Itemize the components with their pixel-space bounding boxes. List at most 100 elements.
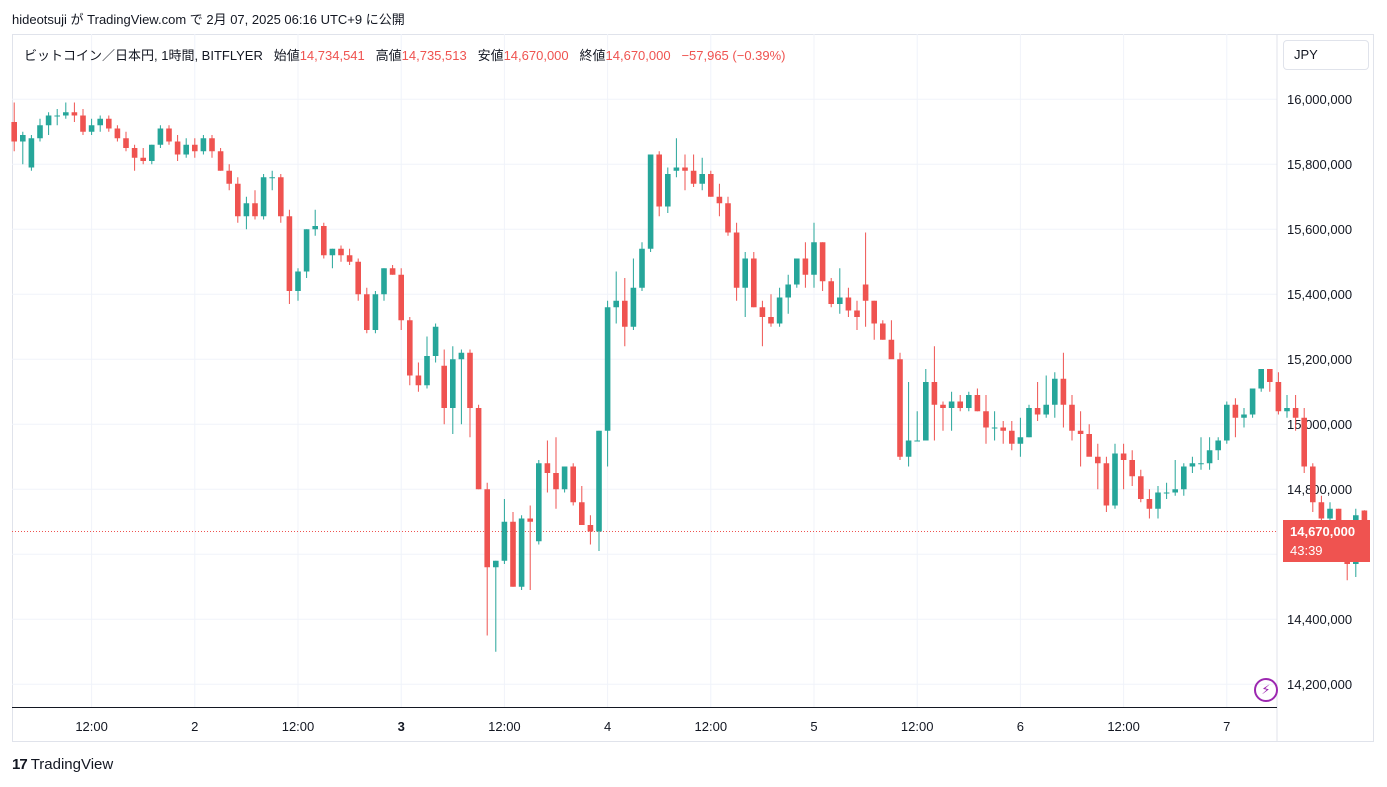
candle-body (1052, 378, 1058, 405)
candle (1138, 469, 1144, 503)
currency-selector[interactable]: JPY (1283, 40, 1369, 70)
candle-body (1327, 508, 1333, 519)
candle (862, 232, 869, 327)
x-tick-label: 12:00 (1107, 719, 1140, 734)
candle-body (1232, 404, 1239, 418)
candle-body (424, 356, 430, 386)
candle-body (278, 177, 284, 217)
candle-body (604, 307, 611, 431)
candle-body (97, 118, 103, 126)
candle (768, 294, 774, 327)
candle (983, 395, 989, 444)
candle (1155, 486, 1161, 519)
chart-frame[interactable] (12, 34, 1374, 742)
y-tick-label: 15,600,000 (1287, 222, 1352, 237)
candle-body (123, 138, 129, 148)
candle (217, 148, 224, 171)
candle-body (1060, 378, 1067, 405)
tradingview-logo[interactable]: 17 TradingView (12, 756, 113, 773)
candle (475, 404, 482, 490)
last-price-tag: 14,670,000 43:39 (1283, 520, 1370, 562)
candle-body (157, 128, 164, 145)
candle-body (931, 382, 938, 405)
candle (364, 287, 370, 334)
candle (1086, 424, 1092, 457)
candle (398, 268, 404, 330)
candle-body (1069, 404, 1075, 431)
candle (346, 248, 353, 265)
candle-body (1034, 408, 1041, 415)
candle-body (235, 183, 241, 217)
candle-body (510, 521, 516, 587)
candle-body (381, 268, 387, 295)
candle (1275, 372, 1282, 415)
candle (389, 265, 396, 275)
candle-body (372, 294, 379, 330)
candle-body (149, 144, 155, 161)
candle (1052, 372, 1058, 418)
candle (501, 499, 508, 564)
candle-body (1138, 476, 1144, 499)
candle (570, 463, 576, 506)
x-tick-label: 3 (398, 719, 405, 734)
candle (1249, 388, 1256, 418)
candle-body (501, 521, 508, 561)
candle (183, 138, 189, 158)
candle-body (768, 317, 774, 324)
candle-body (450, 359, 456, 408)
candle-body (536, 463, 542, 542)
candle-body (131, 148, 138, 158)
candle-body (751, 258, 757, 308)
candle-body (1103, 463, 1110, 506)
candle (966, 391, 972, 412)
candle-body (1017, 437, 1024, 444)
candle-body (699, 174, 705, 184)
candle-body (1181, 466, 1187, 490)
candle-body (1267, 369, 1273, 382)
candle (553, 437, 559, 509)
candle (828, 278, 834, 308)
last-price-value: 14,670,000 (1290, 524, 1356, 539)
candle-body (1155, 492, 1161, 509)
candle (106, 115, 112, 132)
candle (802, 242, 809, 288)
candle (303, 229, 310, 278)
x-tick-label: 4 (604, 719, 611, 734)
candle (467, 349, 473, 438)
candle-body (622, 300, 628, 327)
candle-body (458, 352, 465, 360)
candle-body (106, 118, 112, 129)
candle-body (1318, 502, 1325, 519)
candle-body (579, 502, 585, 525)
candle-body (794, 258, 800, 285)
candle (854, 300, 860, 330)
candle (235, 177, 241, 223)
candle (716, 183, 723, 217)
candle-body (742, 258, 748, 288)
candle-body (1009, 430, 1015, 444)
candle (1120, 443, 1127, 490)
candle-body (871, 300, 877, 324)
y-tick-label: 14,800,000 (1287, 482, 1352, 497)
legend-open-value: 14,734,541 (299, 48, 365, 63)
bar-countdown: 43:39 (1290, 543, 1323, 558)
legend-symbol[interactable]: ビットコイン／日本円, 1時間, BITFLYER (24, 48, 263, 63)
candle (321, 222, 327, 259)
candle (785, 274, 791, 314)
candle-body (656, 154, 662, 207)
legend-open-label: 始値 (273, 48, 300, 63)
candle (338, 245, 344, 262)
candle (1000, 421, 1006, 444)
candle (269, 170, 275, 191)
candle-body (1112, 453, 1118, 506)
lightning-icon[interactable]: ⚡ (1254, 678, 1278, 702)
candle (837, 268, 843, 314)
candle (1206, 437, 1213, 470)
tradingview-mark-icon: 17 (12, 756, 28, 773)
candle (1034, 382, 1041, 421)
legend-high-value: 14,735,513 (401, 48, 467, 63)
candle-body (295, 271, 301, 291)
candle-body (991, 427, 998, 429)
candle (88, 118, 95, 135)
